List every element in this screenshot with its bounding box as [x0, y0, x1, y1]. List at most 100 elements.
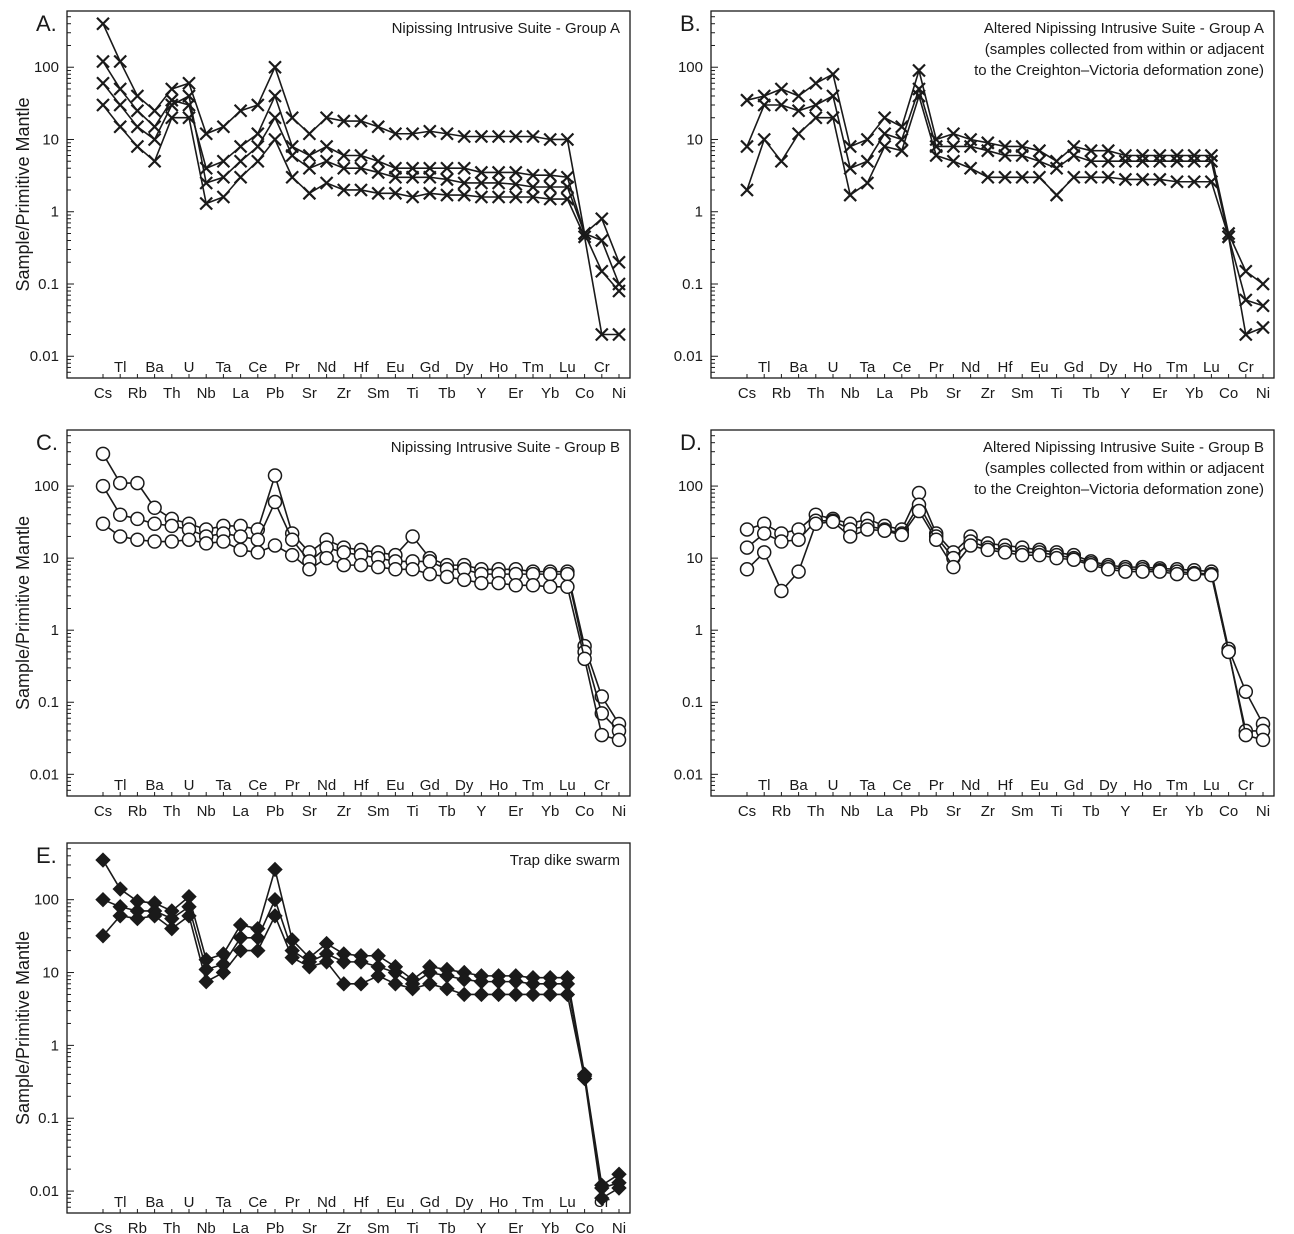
data-point-cr [595, 233, 609, 248]
data-point-zr [337, 161, 351, 176]
y-axis-label: Sample/Primitive Mantle [13, 97, 33, 291]
x-tick-label-y: Y [476, 1220, 486, 1234]
data-point-ho [491, 165, 506, 180]
data-point-pb [268, 110, 282, 125]
x-tick-label-co: Co [575, 1220, 594, 1234]
series-1 [95, 852, 627, 1194]
x-tick-label-eu: Eu [386, 777, 404, 794]
data-point-ce [250, 942, 266, 959]
data-point-ce [895, 143, 909, 158]
data-point-er [508, 578, 524, 593]
data-point-pr [285, 139, 299, 154]
panel-title: Altered Nipissing Intrusive Suite - Grou… [983, 439, 1264, 456]
data-point-eu [1032, 143, 1047, 158]
data-point-lu [560, 192, 575, 206]
data-point-y [1118, 564, 1133, 579]
data-point-sr [302, 562, 317, 577]
data-point-cs [96, 54, 110, 69]
data-point-nd [319, 176, 334, 190]
data-point-gd [422, 976, 438, 992]
x-tick-label-ti: Ti [407, 1220, 419, 1234]
panel-title: Altered Nipissing Intrusive Suite - Grou… [984, 20, 1264, 37]
x-tick-label-co: Co [575, 385, 594, 402]
x-tick-label-ba: Ba [789, 777, 808, 794]
data-point-nd [963, 161, 978, 176]
data-point-tm [1170, 154, 1184, 169]
y-tick-label: 1 [695, 622, 703, 639]
data-point-tb [439, 569, 455, 585]
data-point-ni [1255, 732, 1271, 748]
data-point-ba [147, 500, 162, 516]
x-tick-label-yb: Yb [1185, 803, 1203, 820]
data-point-rb [774, 583, 789, 599]
panel-subtitle-line: to the Creighton–Victoria deformation zo… [974, 62, 1264, 79]
data-point-yb [543, 180, 557, 194]
data-point-sr [946, 154, 961, 169]
data-point-er [1153, 172, 1167, 187]
data-point-tm [1169, 566, 1185, 582]
data-point-lu [1204, 174, 1219, 189]
data-point-cs [739, 522, 755, 537]
data-point-pb [267, 861, 283, 878]
data-point-sr [946, 559, 961, 575]
data-point-cs [95, 516, 111, 532]
x-tick-label-er: Er [1152, 803, 1167, 820]
data-point-ni [1256, 320, 1270, 335]
data-point-th [809, 110, 823, 125]
series-2 [740, 82, 1270, 313]
data-point-th [809, 76, 823, 91]
data-point-ba [147, 132, 162, 147]
x-tick-label-rb: Rb [772, 803, 791, 820]
data-point-pr [284, 532, 300, 547]
x-tick-label-ni: Ni [612, 1220, 626, 1234]
data-point-ta [860, 176, 875, 190]
plot-frame [710, 10, 1275, 379]
x-tick-label-pb: Pb [266, 1220, 284, 1234]
x-tick-label-ho: Ho [1133, 359, 1152, 376]
data-point-la [877, 110, 892, 125]
data-point-yb [543, 132, 557, 147]
data-point-ho [1135, 148, 1150, 163]
data-point-dy [1100, 562, 1116, 577]
x-tick-label-ho: Ho [1133, 777, 1152, 794]
data-point-hf [997, 545, 1013, 560]
x-tick-label-tm: Tm [1166, 359, 1188, 376]
x-tick-label-tm: Tm [1166, 777, 1188, 794]
data-point-lu [560, 132, 575, 147]
x-tick-label-ba: Ba [145, 1194, 164, 1211]
y-axis-label: Sample/Primitive Mantle [13, 931, 33, 1125]
data-point-ta [216, 154, 231, 169]
x-tick-label-eu: Eu [1030, 359, 1048, 376]
panel-subtitle-line: to the Creighton–Victoria deformation zo… [974, 481, 1264, 498]
y-tick-label: 0.01 [30, 766, 59, 783]
data-point-y [474, 190, 489, 204]
data-point-ce [250, 930, 266, 946]
data-point-ho [491, 176, 506, 190]
x-tick-label-ce: Ce [892, 777, 911, 794]
data-point-tl [113, 119, 127, 134]
data-point-pb [267, 908, 283, 924]
data-point-ta [860, 154, 875, 169]
data-point-tb [439, 980, 455, 997]
data-point-pb [912, 89, 926, 103]
data-point-dy [1101, 154, 1115, 169]
x-tick-label-u: U [184, 1194, 195, 1211]
series-1 [96, 76, 626, 298]
data-point-ti [1049, 550, 1064, 566]
data-point-zr [336, 545, 352, 560]
data-point-tl [756, 545, 772, 560]
data-point-tl [113, 54, 127, 69]
x-tick-label-gd: Gd [1064, 359, 1084, 376]
x-tick-label-nb: Nb [197, 385, 216, 402]
data-point-er [1152, 564, 1168, 579]
data-point-zr [336, 954, 352, 970]
data-point-dy [457, 176, 471, 190]
series-line [746, 86, 1264, 307]
data-point-y [474, 165, 489, 180]
data-point-hf [998, 170, 1012, 185]
data-point-hf [354, 161, 368, 176]
x-tick-label-rb: Rb [128, 385, 147, 402]
data-point-pr [284, 949, 300, 966]
x-tick-label-cs: Cs [738, 385, 756, 402]
